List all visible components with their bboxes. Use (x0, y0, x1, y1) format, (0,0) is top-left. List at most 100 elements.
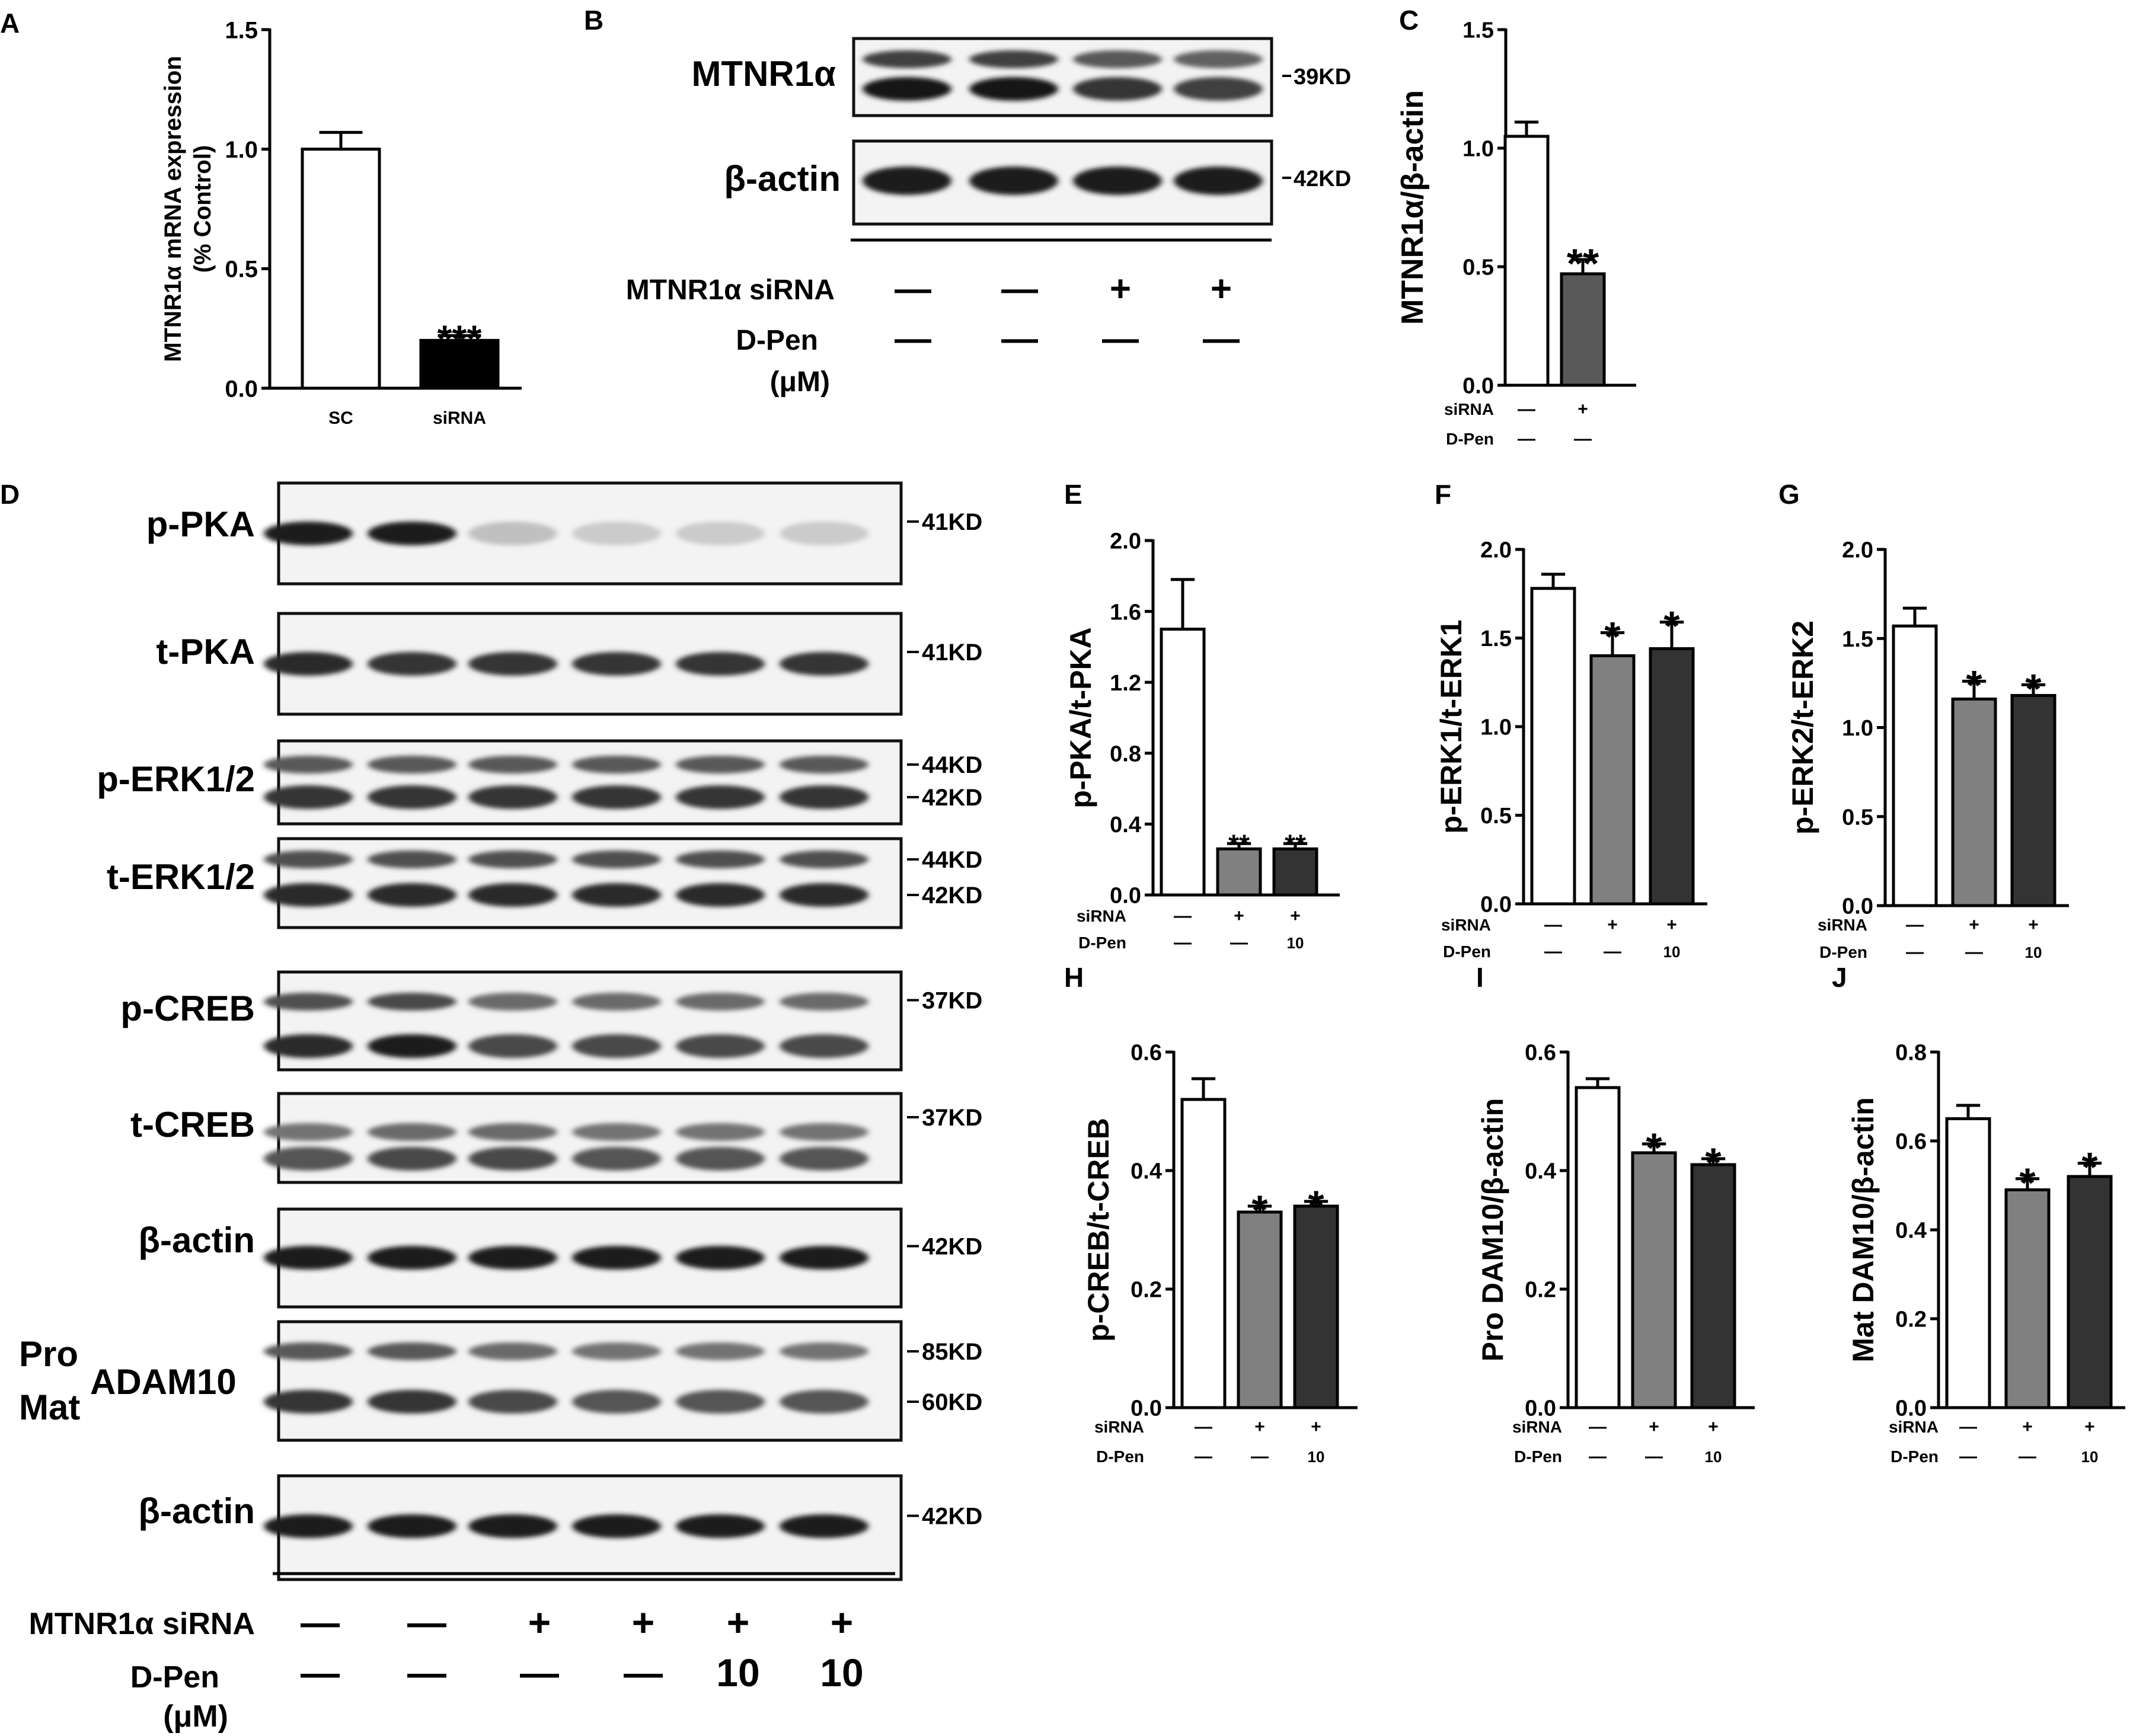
bar-3 (2067, 1175, 2113, 1409)
blot-band-lane-5 (676, 1390, 765, 1414)
y-axis-label: MTNR1α mRNA expression (160, 56, 186, 362)
panel-letter-a: A (0, 8, 20, 39)
panel-letter-g: G (1778, 479, 1800, 510)
blot-d-marker-row-9-1: 42KD (922, 1504, 982, 1530)
y-tick-label-0: 0.0 (1842, 894, 1873, 919)
blot-band-lane-4 (572, 1390, 661, 1414)
blot-d-label-row-6: t-CREB (130, 1105, 255, 1144)
condition-sirna-1: — (1544, 915, 1562, 935)
chart-c: 0.0 0.5 1.0 1.5 MTNR1α/β-actin ** siRNA — + D-Pen… (1395, 18, 1636, 449)
condition-label-sirna: siRNA (1441, 916, 1491, 934)
condition-sirna-1: — (1589, 1417, 1607, 1437)
condition-sirna-3: + (1666, 915, 1677, 935)
blot-band-lane-4 (572, 1034, 661, 1058)
panel-letter-j: J (1832, 962, 1847, 993)
y-axis-label: p-ERK2/t-ERK2 (1786, 621, 1819, 835)
blot-band-lane-3 (468, 785, 557, 809)
blot-band-lane-2 (368, 1147, 456, 1171)
blot-b-marker-39kd: 39KD (1294, 65, 1351, 89)
bar-1 (1180, 1098, 1227, 1409)
y-tick-label-3: 1.2 (1110, 671, 1141, 696)
panel-letter-i: I (1476, 962, 1484, 993)
condition-d-pen-2: — (1251, 1447, 1269, 1466)
y-tick-label-1: 0.5 (1480, 804, 1512, 829)
blot-d-marker-row-7-1: 42KD (922, 1234, 982, 1260)
y-tick-label-0: 0.0 (1895, 1396, 1927, 1421)
blot-d-marker-row-4-1: 44KD (922, 847, 982, 873)
y-tick-label-4: 0.8 (1895, 1041, 1927, 1066)
condition-label-d-pen: D-Pen (1078, 933, 1126, 952)
blot-band-lane-6 (780, 1246, 868, 1270)
blot-b-marker-42kd: 42KD (1294, 167, 1351, 191)
bar-3 (1649, 647, 1695, 906)
condition-sirna-2: + (1234, 906, 1244, 926)
blot-band-lane-3 (468, 652, 557, 676)
condition-sirna-1: — (1906, 915, 1924, 935)
blot-b-treatment-sirna-lane-3: + (1110, 268, 1131, 309)
blot-band-lane-4 (572, 851, 661, 868)
blot-d-marker-row-3-1: 44KD (922, 752, 982, 778)
blot-d-marker-row-3-2: 42KD (922, 785, 982, 811)
condition-sirna-2: + (2022, 1417, 2033, 1437)
blot-d-marker-row-5-1: 37KD (922, 988, 982, 1014)
blot-band-lane-5 (676, 756, 765, 773)
blot-d-treatment-dpen-label: D-Pen (130, 1660, 219, 1695)
panel-letter-d: D (0, 479, 20, 510)
condition-d-pen-3: 10 (1705, 1448, 1722, 1466)
blot-d-treatment-dpen-unit: (μM) (163, 1699, 228, 1734)
blot-d-row-9 (264, 1474, 903, 1581)
blot-d-row-6 (264, 1092, 903, 1184)
blot-band-lane-4 (572, 883, 661, 907)
blot-band-lane-2 (368, 1246, 456, 1270)
blot-d-treatment-sirna-lane-2: — (407, 1600, 446, 1644)
condition-sirna-3: + (1708, 1417, 1719, 1437)
blot-band-lane-4 (572, 785, 661, 809)
bar-3 (2010, 693, 2056, 907)
blot-band-lane-1 (264, 1390, 353, 1414)
bar-3 (1690, 1163, 1736, 1409)
blot-d-label-row-2: t-PKA (156, 632, 255, 672)
significance-2: * (1646, 1125, 1662, 1171)
significance-2: ** (1228, 829, 1250, 860)
significance-2: ** (1567, 241, 1599, 287)
condition-d-pen-1: — (1544, 942, 1562, 961)
blot-band-lane-4 (572, 756, 661, 773)
blot-d-row-2 (264, 612, 903, 716)
blot-band-lane-3 (468, 1514, 557, 1538)
blot-band-lane-1 (264, 652, 353, 676)
blot-band-lane-5 (676, 522, 765, 545)
condition-sirna-2: + (1969, 915, 1979, 935)
blot-b-treatment-sirna-label: MTNR1α siRNA (626, 274, 835, 306)
blot-band-lane-5 (676, 1147, 765, 1171)
blot-band-lane-5 (676, 1034, 765, 1058)
condition-d-pen-3: 10 (1663, 943, 1681, 961)
blot-band-lane-1 (264, 851, 353, 868)
chart-j: 0.0 0.2 0.4 0.6 0.8 Mat DAM10/β-actin * * siRNA —… (1847, 1041, 2125, 1466)
blot-band-lane-2 (969, 77, 1058, 101)
blot-band-lane-6 (780, 785, 868, 809)
y-axis-label: p-CREB/t-CREB (1082, 1118, 1115, 1342)
blot-band-lane-5 (676, 851, 765, 868)
blot-d-treatment-sirna-lane-5: + (727, 1600, 750, 1644)
blot-band-lane-4 (1174, 77, 1263, 101)
blot-band-lane-5 (676, 1246, 765, 1270)
y-axis-label: p-PKA/t-PKA (1064, 627, 1097, 808)
bar-1 (1160, 628, 1206, 897)
y-axis-label: MTNR1α/β-actin (1395, 90, 1430, 325)
blot-band-lane-5 (676, 993, 765, 1011)
blot-band-lane-6 (780, 756, 868, 773)
y-tick-label-2: 0.4 (1525, 1159, 1556, 1184)
panel-letter-b: B (584, 5, 603, 36)
condition-d-pen-3: 10 (2081, 1448, 2099, 1466)
blot-d-treatment-sirna-lane-3: + (528, 1600, 551, 1644)
blot-band-lane-2 (368, 851, 456, 868)
blot-band-lane-3 (468, 1342, 557, 1360)
blot-d-treatment-dpen-lane-4: — (624, 1651, 663, 1695)
bar-3 (1293, 1204, 1339, 1409)
blot-band-lane-3 (468, 1147, 557, 1171)
category-label-2: siRNA (433, 408, 486, 428)
significance-3: * (1663, 603, 1680, 649)
blot-band-lane-6 (780, 851, 868, 868)
blot-band-lane-6 (780, 883, 868, 907)
y-tick-label-1: 0.2 (1525, 1278, 1556, 1303)
